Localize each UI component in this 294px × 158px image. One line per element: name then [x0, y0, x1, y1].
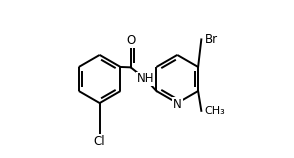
Text: Cl: Cl — [94, 135, 106, 148]
Text: CH₃: CH₃ — [204, 106, 225, 116]
Text: N: N — [173, 98, 182, 111]
Text: NH: NH — [137, 73, 154, 85]
Text: O: O — [126, 34, 135, 47]
Text: Br: Br — [204, 33, 218, 46]
